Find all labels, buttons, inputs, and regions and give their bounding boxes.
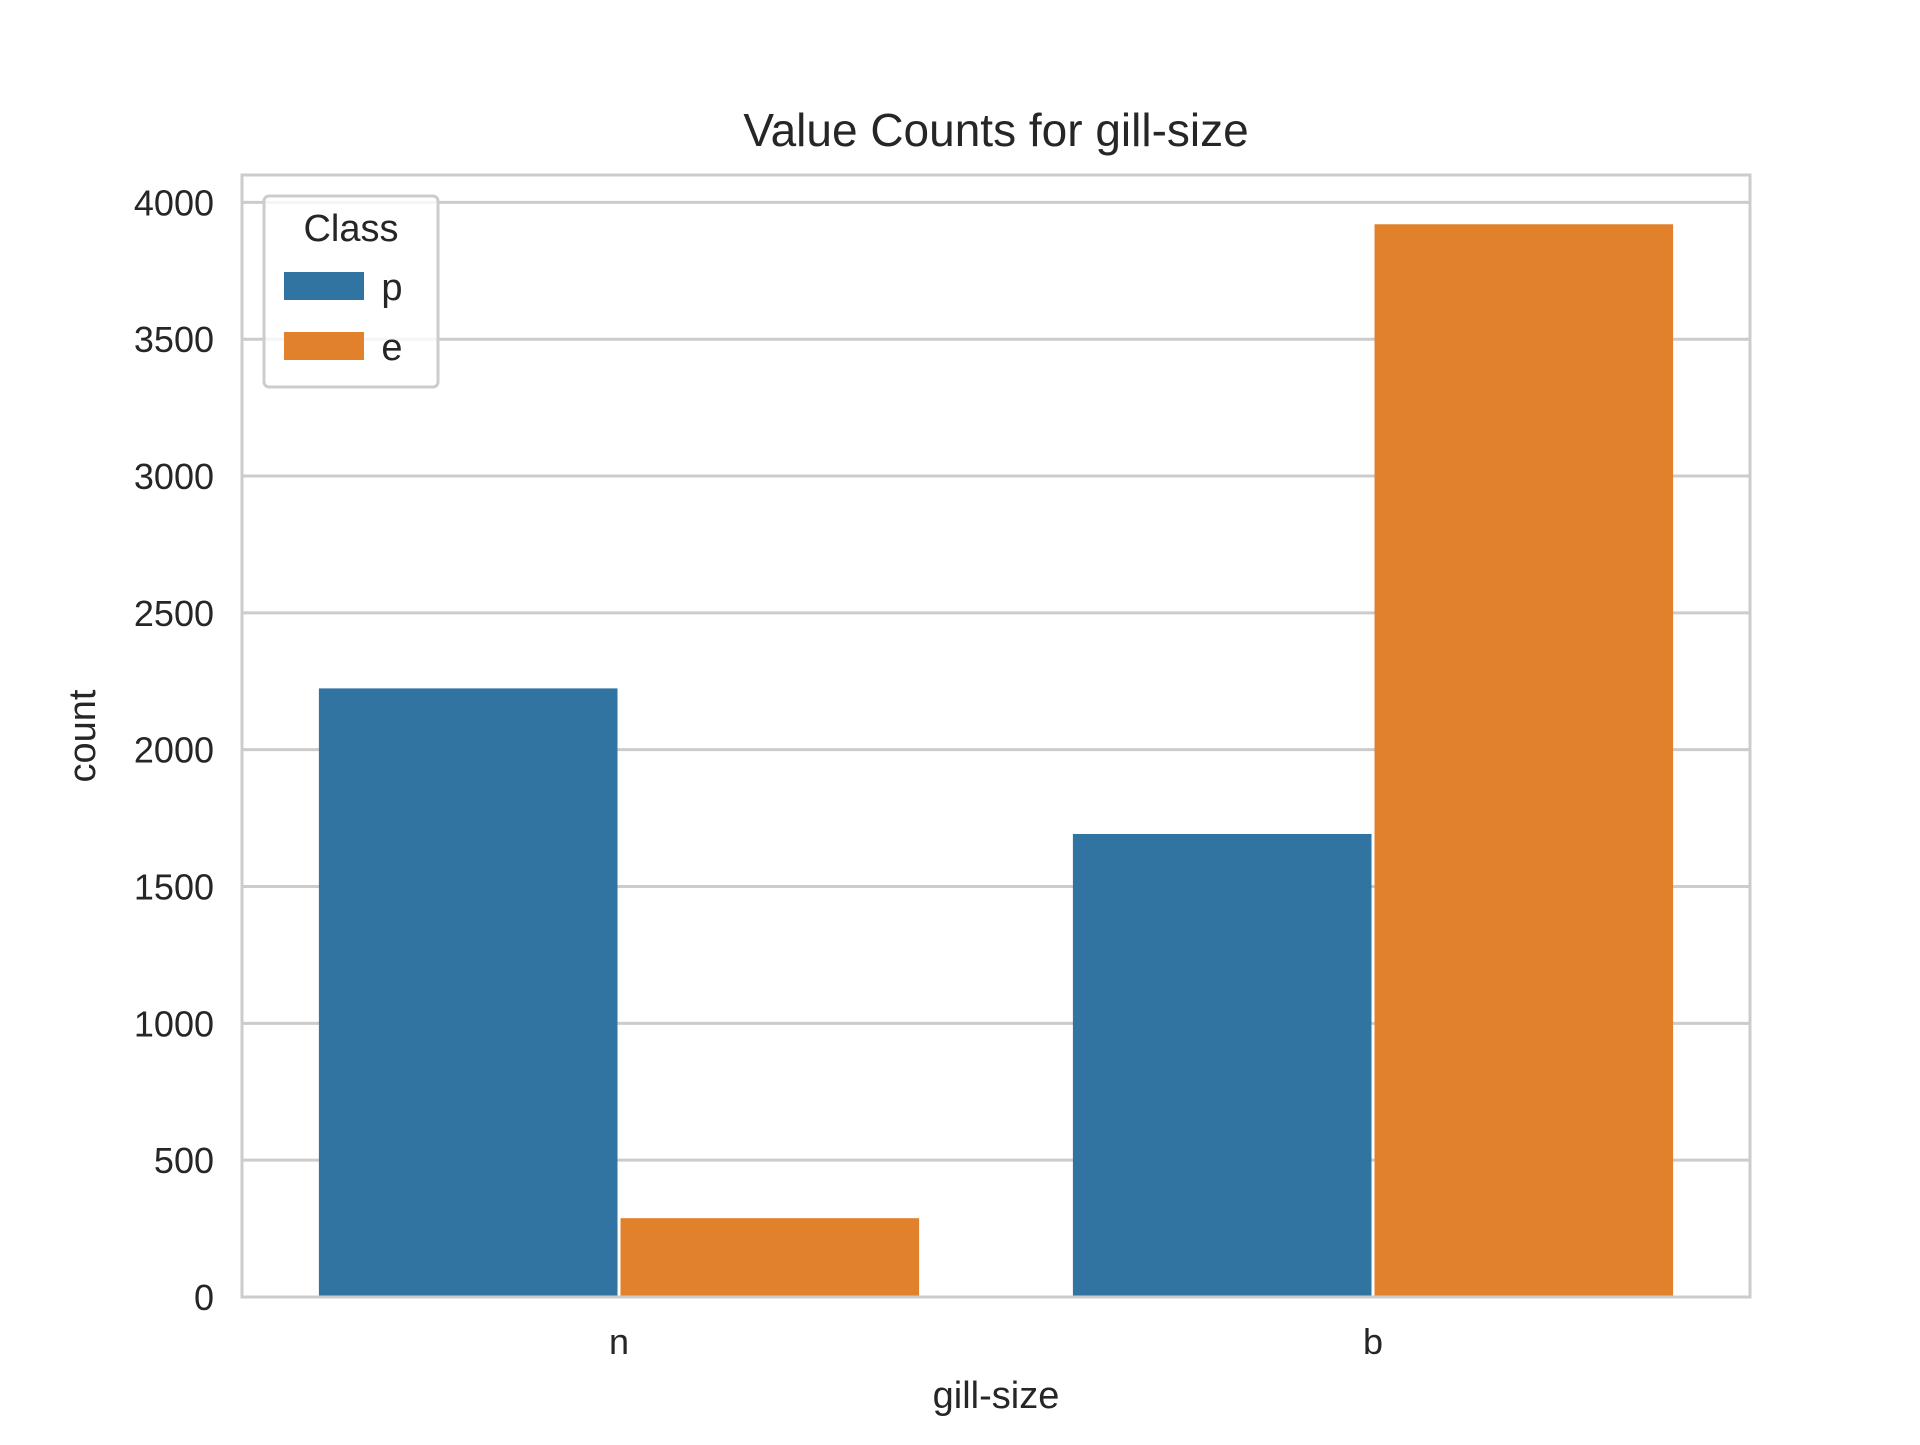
y-tick-label: 3000 [134, 456, 214, 497]
y-tick-label: 2000 [134, 730, 214, 771]
x-axis-label: gill-size [933, 1375, 1060, 1417]
y-axis-label: count [62, 689, 104, 782]
y-tick-label: 500 [154, 1140, 214, 1181]
y-tick-label: 3500 [134, 319, 214, 360]
x-tick-label: b [1363, 1321, 1383, 1362]
legend-items: pe [284, 267, 403, 369]
y-tick-label: 1000 [134, 1003, 214, 1044]
legend-label-p: p [381, 267, 402, 309]
axes-frame [240, 173, 1752, 1299]
x-tick-label: n [609, 1321, 629, 1362]
bar-e-b [1374, 224, 1674, 1297]
y-tick-label: 4000 [134, 182, 214, 223]
legend-swatch-p [284, 272, 364, 300]
bars [318, 224, 1674, 1297]
legend-swatch-e [284, 332, 364, 360]
bar-e-n [620, 1218, 920, 1297]
bar-p-n [318, 688, 618, 1297]
y-tick-label: 1500 [134, 867, 214, 908]
bar-p-b [1072, 833, 1372, 1297]
y-tick-label: 2500 [134, 593, 214, 634]
legend-title: Class [303, 208, 398, 250]
y-tick-label: 0 [194, 1277, 214, 1318]
legend-label-e: e [381, 327, 402, 369]
y-tick-labels: 0 500 1000 1500 2000 2500 3000 3500 4000 [134, 182, 214, 1318]
legend: Class pe [262, 194, 440, 389]
chart-title: Value Counts for gill-size [743, 104, 1248, 156]
